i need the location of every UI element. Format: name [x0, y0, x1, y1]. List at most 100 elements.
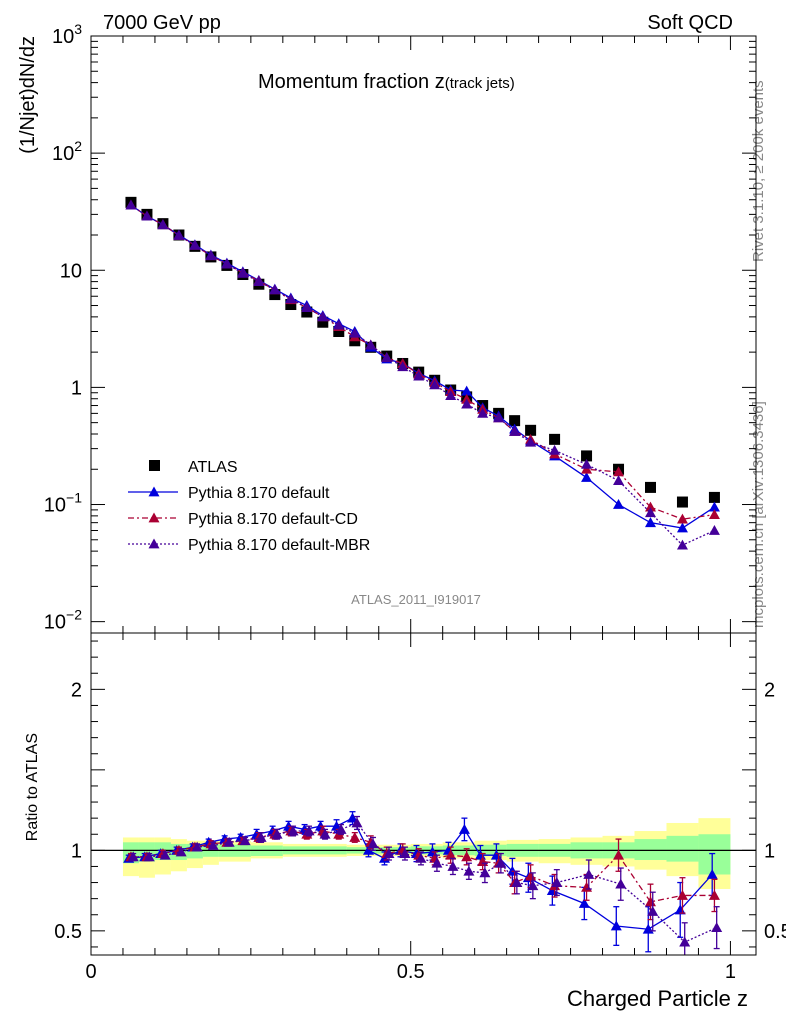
mc-point-3: [221, 258, 233, 269]
atlas-point: [708, 491, 720, 503]
ratio-point-2: [551, 877, 563, 887]
mcplots-label: mcplots.cern.ch [arXiv:1306.3436]: [750, 401, 767, 628]
category-label: Soft QCD: [647, 12, 733, 34]
ratio-point-2: [255, 831, 267, 842]
legend-marker: [148, 538, 160, 549]
ratio-point-2: [303, 825, 315, 836]
ratio-point-2: [127, 851, 139, 862]
main-title: Momentum fraction z(track jets): [258, 71, 515, 93]
ratio-plot-data: [91, 811, 756, 955]
ratio-point-1: [461, 851, 473, 862]
analysis-watermark: ATLAS_2011_I919017: [351, 592, 481, 607]
mc-point-2: [708, 509, 720, 520]
mc-point-3: [581, 458, 593, 469]
ratio-point-2: [383, 848, 395, 858]
ratio-y-axis-label: Ratio to ATLAS: [24, 733, 41, 841]
mc-point-1: [581, 472, 593, 482]
mc-point-3: [429, 379, 441, 390]
ratio-point-2: [447, 860, 459, 871]
x-tick-label: 0: [85, 961, 96, 983]
x-tick-label: 1: [725, 961, 736, 983]
mc-point-3: [269, 284, 281, 295]
ratio-panel: 0.50.5112200.51 Ratio to ATLAS Charged P…: [24, 632, 786, 1011]
ratio-point-2: [495, 857, 507, 868]
ratio-point-2: [431, 857, 443, 868]
mc-point-2: [613, 466, 625, 477]
ratio-point-2: [351, 817, 363, 828]
legend: ATLAS Pythia 8.170 default Pythia 8.170 de…: [128, 459, 370, 554]
mc-point-2: [676, 513, 688, 524]
atlas-point: [509, 415, 521, 427]
x-tick-label: 0.5: [397, 961, 425, 983]
energy-label: 7000 GeV pp: [103, 12, 221, 34]
mc-point-3: [253, 276, 265, 287]
mc-point-3: [397, 361, 409, 372]
atlas-point: [644, 481, 656, 493]
main-title-sub: (track jets): [445, 75, 515, 92]
ratio-point-2: [679, 936, 691, 947]
ratio-point-2: [175, 846, 187, 857]
ratio-point-2: [367, 838, 379, 849]
legend-label: ATLAS: [188, 459, 238, 476]
mc-point-3: [237, 267, 249, 278]
uncertainty-band-inner: [634, 839, 667, 861]
mc-point-3: [381, 351, 393, 362]
atlas-point: [581, 450, 593, 462]
mc-point-1: [708, 501, 720, 512]
atlas-point: [285, 299, 297, 311]
atlas-point: [333, 326, 345, 338]
ratio-point-2: [511, 877, 523, 887]
mc-point-3: [509, 426, 521, 436]
y-tick-label: 10−2: [44, 607, 82, 634]
atlas-point: [301, 306, 313, 318]
legend-marker: [149, 460, 160, 471]
ratio-y-tick-label-right: 0.5: [764, 921, 786, 943]
mc-point-3: [445, 390, 457, 401]
ratio-point-1: [708, 889, 720, 900]
atlas-point: [525, 424, 537, 436]
mc-point-1: [613, 499, 625, 509]
mc-point-3: [477, 407, 489, 418]
mc-point-3: [365, 339, 377, 350]
ratio-point-2: [335, 823, 347, 834]
x-axis-label: Charged Particle z: [567, 986, 748, 1011]
mc-point-3: [349, 327, 361, 338]
y-tick-label: 1: [71, 377, 82, 399]
ratio-y-tick-label-right: 1: [764, 840, 775, 862]
mc-point-3: [317, 311, 329, 322]
ratio-point-2: [415, 852, 427, 863]
atlas-point: [676, 496, 688, 508]
ratio-point-2: [287, 825, 299, 836]
mc-point-3: [708, 525, 720, 535]
ratio-point-2: [711, 922, 723, 933]
y-tick-label: 10: [60, 260, 82, 282]
legend-label: Pythia 8.170 default-CD: [188, 511, 358, 528]
ratio-point-0: [458, 823, 470, 834]
main-axis-ticks: 10−2 10−1 1 10 102 103: [44, 21, 756, 634]
ratio-point-2: [207, 840, 219, 850]
ratio-point-2: [191, 841, 203, 852]
mc-point-3: [189, 239, 201, 250]
ratio-axis-ticks: 0.50.5112200.51: [54, 633, 786, 983]
ratio-point-2: [319, 828, 331, 839]
ratio-line-2: [133, 822, 717, 943]
mc-point-3: [173, 230, 185, 240]
ratio-point-2: [647, 906, 659, 916]
ratio-point-2: [527, 880, 539, 891]
ratio-point-2: [143, 851, 155, 862]
ratio-point-2: [159, 849, 171, 860]
atlas-point: [549, 433, 561, 445]
y-tick-label: 102: [52, 138, 82, 165]
ratio-point-0: [363, 844, 375, 855]
y-tick-label: 10−1: [44, 490, 82, 517]
ratio-point-2: [463, 865, 475, 876]
mc-point-3: [205, 250, 217, 261]
ratio-point-1: [445, 849, 457, 860]
main-panel: 10−2 10−1 1 10 102 103 Momentum fraction z(tr…: [17, 21, 757, 634]
ratio-point-1: [613, 849, 625, 860]
ratio-point-2: [583, 869, 595, 879]
ratio-frame: [90, 632, 757, 956]
mc-point-3: [333, 319, 345, 330]
ratio-point-2: [239, 835, 251, 846]
